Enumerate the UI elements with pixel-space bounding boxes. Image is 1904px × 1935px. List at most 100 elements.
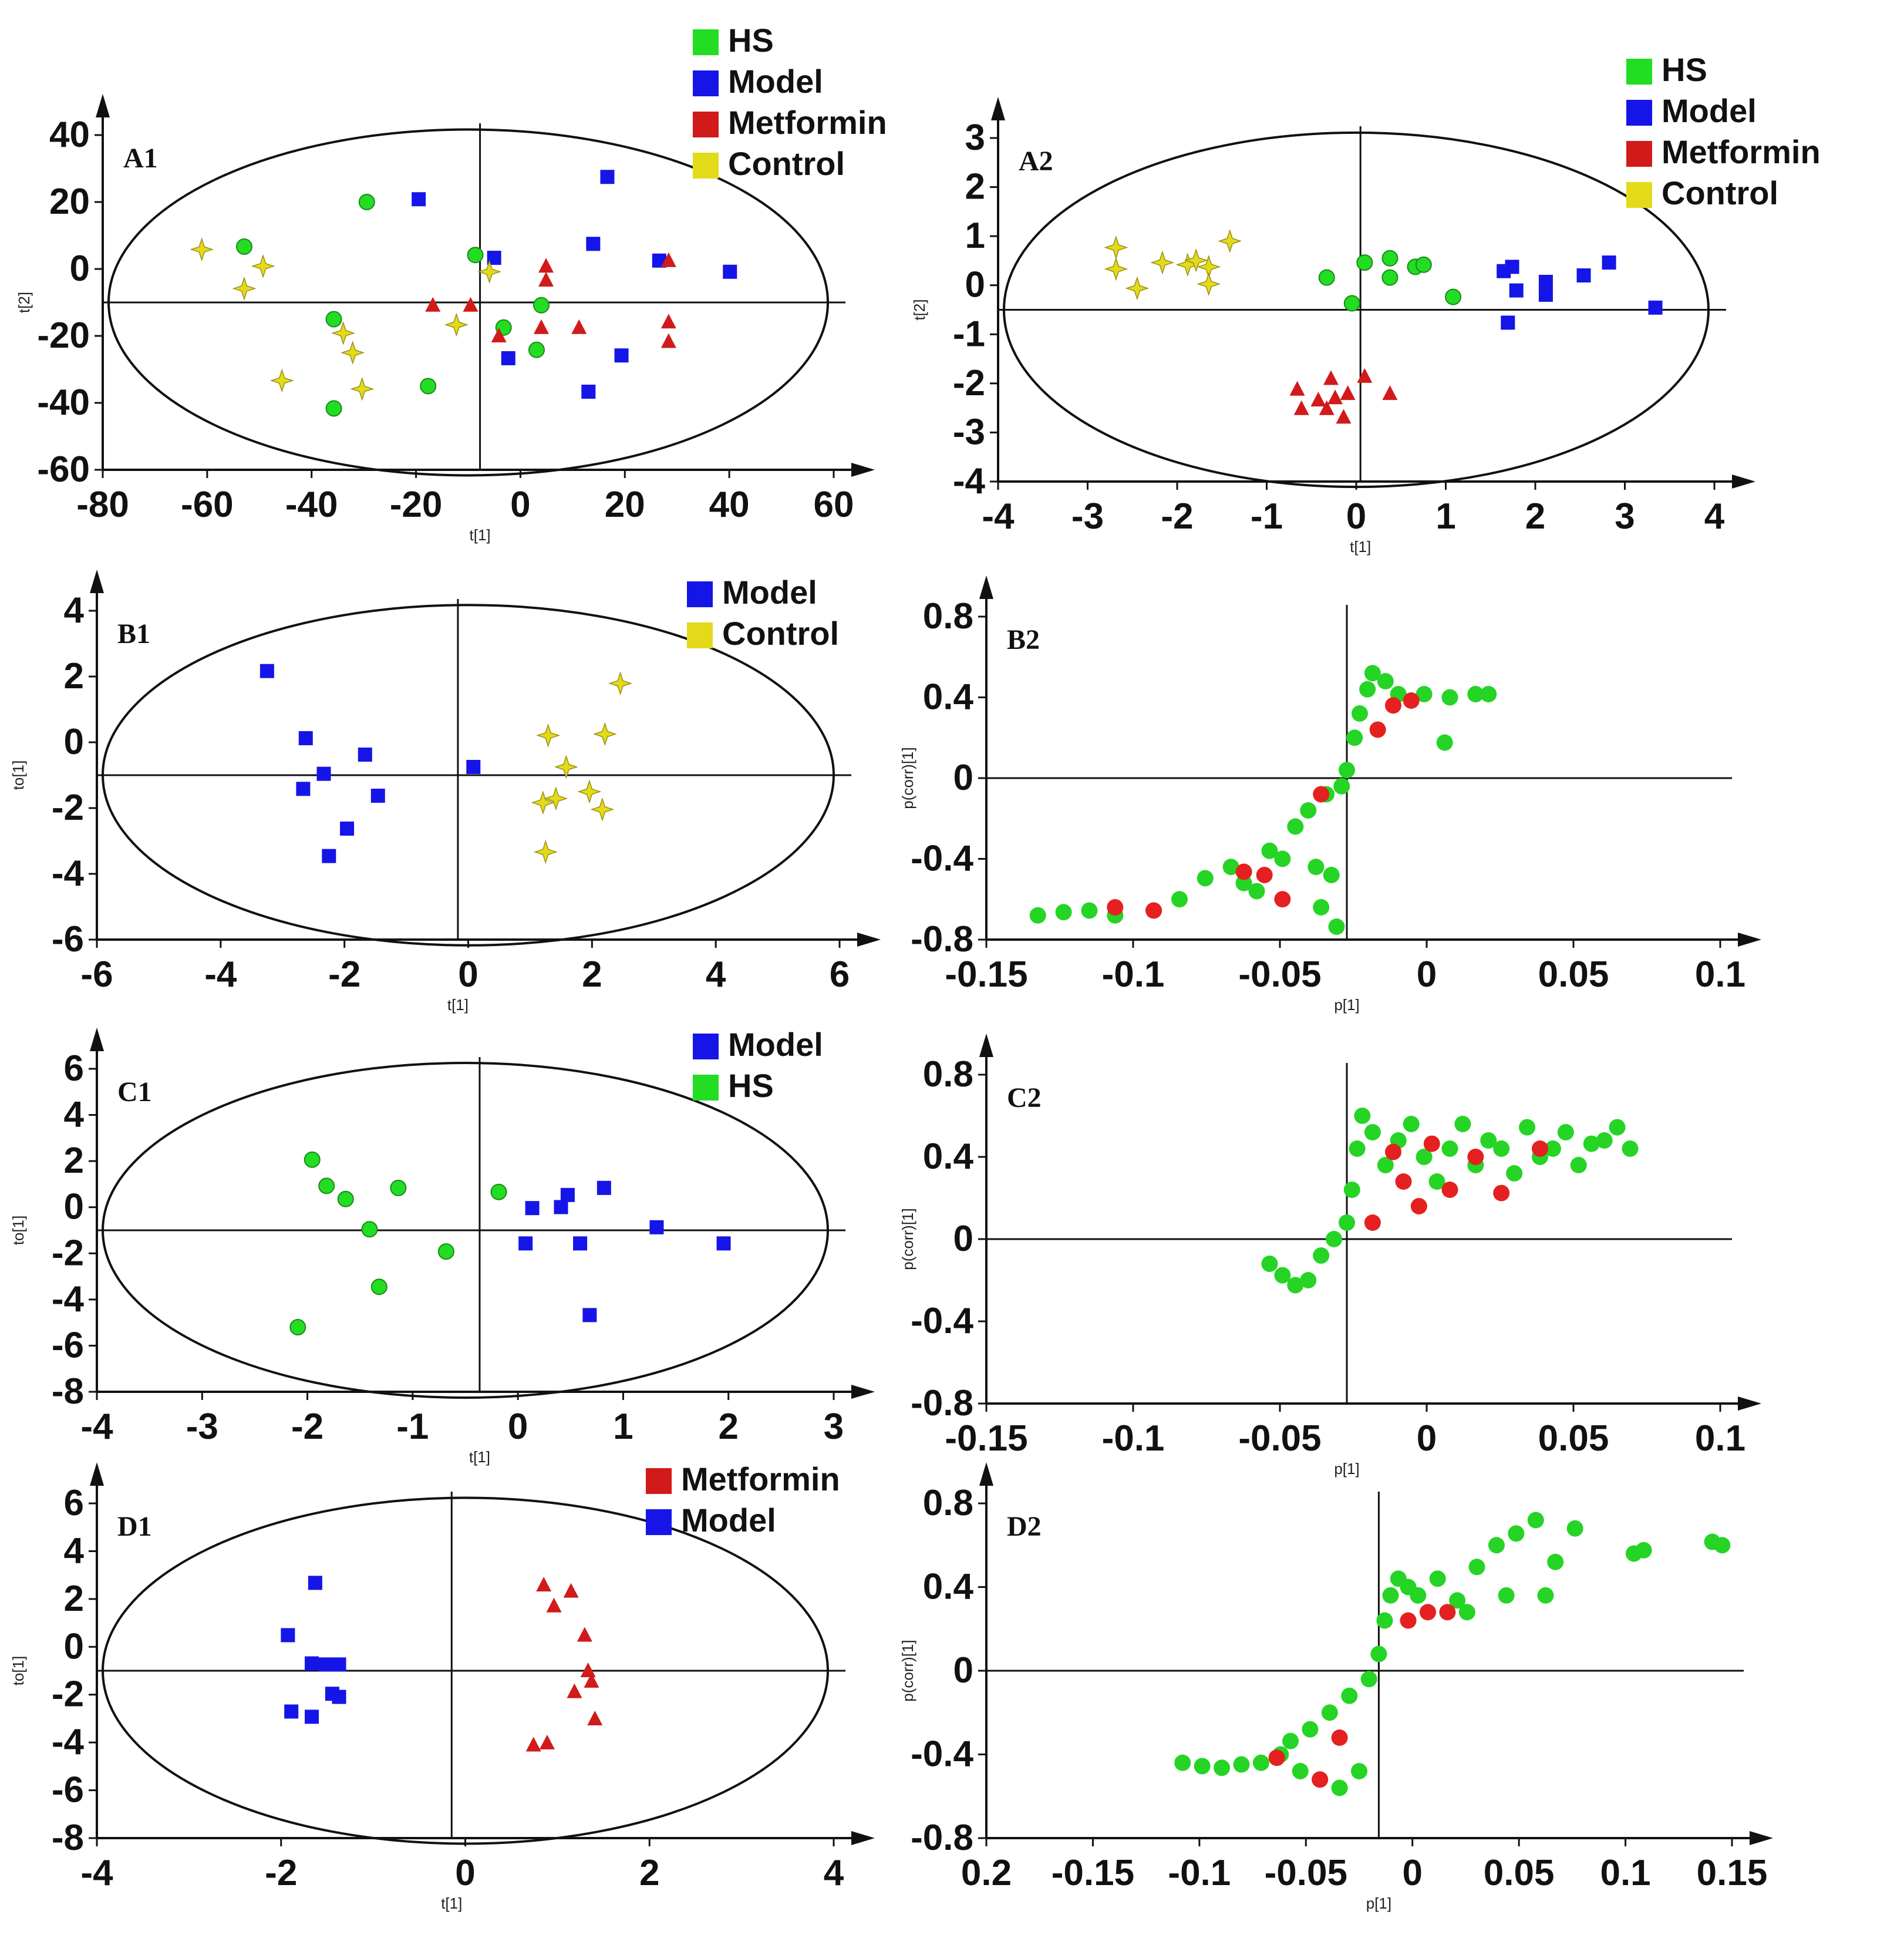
panel-c2: -0.15 -0.1 -0.05 0 0.05 0.1 0.8 0.4 0 -0.4 -0.8 p[1… — [899, 1034, 1761, 1478]
data-point-loading — [1498, 1587, 1515, 1604]
data-point-hs — [337, 1190, 354, 1207]
y-tick-label: -2 — [953, 363, 985, 403]
x-tick-label: 0.1 — [1695, 1418, 1745, 1459]
data-point-loading — [1341, 1687, 1358, 1704]
x-tick-label: -3 — [1071, 496, 1104, 537]
panel-label: D1 — [117, 1511, 152, 1542]
x-tick-label: 0 — [1417, 1418, 1437, 1459]
data-point-model — [308, 1576, 322, 1590]
legend-label-model: Model — [681, 1502, 776, 1539]
data-point-loadinghl — [1235, 863, 1252, 880]
x-tick-label: 20 — [605, 484, 645, 525]
data-point-loading — [1519, 1119, 1536, 1136]
data-point-hs — [1415, 256, 1432, 273]
legend-swatch-model — [1626, 100, 1652, 126]
data-point-metformin — [536, 1576, 552, 1591]
data-point-loading — [1261, 1256, 1278, 1272]
data-point-loadinghl — [1493, 1184, 1510, 1202]
data-point-metformin — [584, 1672, 599, 1688]
data-point-model — [340, 822, 355, 836]
y-axis-arrow — [90, 570, 104, 593]
y-tick-label: 4 — [64, 590, 85, 631]
data-point-model — [296, 782, 311, 796]
data-point-loading — [1382, 1587, 1399, 1604]
data-point-loading — [1194, 1758, 1211, 1775]
data-point-loading — [1557, 1124, 1574, 1140]
data-point-model — [586, 237, 601, 251]
data-point-metformin — [1289, 381, 1305, 396]
y-tick-label: 0.8 — [923, 1054, 973, 1095]
x-tick-label: -2 — [291, 1406, 323, 1447]
y-tick-label: -0.4 — [911, 1734, 973, 1775]
data-point-model — [332, 1657, 346, 1672]
data-point-model — [358, 748, 372, 762]
data-point-loading — [1235, 874, 1252, 891]
data-point-loading — [1351, 705, 1368, 722]
data-point-model — [318, 1657, 333, 1672]
y-tick-label: 0.4 — [923, 677, 974, 718]
data-point-hs — [467, 247, 484, 264]
y-axis-arrow — [90, 1462, 104, 1486]
x-axis-arrow — [851, 1831, 875, 1845]
data-point-model — [332, 1690, 346, 1704]
data-point-loading — [1714, 1537, 1731, 1554]
legend-label-metformin: Metformin — [728, 104, 887, 141]
data-point-metformin — [425, 297, 441, 312]
data-point-loadinghl — [1531, 1140, 1548, 1157]
data-point-control — [1150, 250, 1175, 275]
x-tick-label: -1 — [1251, 496, 1283, 537]
y-tick-label: 0 — [965, 265, 985, 305]
y-axis-arrow — [96, 94, 110, 117]
x-tick-label: -2 — [328, 954, 360, 995]
legend-swatch-hs — [693, 1075, 719, 1101]
data-point-loading — [1467, 686, 1484, 702]
data-point-control — [554, 755, 578, 779]
y-tick-label: -2 — [52, 1674, 84, 1715]
legend-label-control: Control — [1662, 174, 1778, 211]
x-axis-arrow — [851, 463, 875, 477]
data-point-loading — [1287, 1277, 1304, 1294]
data-point-loading — [1300, 1272, 1317, 1288]
data-point-metformin — [660, 252, 676, 267]
data-point-loading — [1364, 665, 1381, 682]
data-point-loadinghl — [1331, 1729, 1348, 1746]
legend-swatch-model — [693, 70, 719, 96]
y-tick-label: 0 — [64, 722, 84, 762]
legend-label-hs: HS — [728, 1067, 774, 1104]
data-point-metformin — [567, 1683, 582, 1698]
data-point-loading — [1313, 1247, 1330, 1264]
x-tick-label: 1 — [1435, 496, 1455, 537]
y-tick-label: 2 — [64, 1140, 84, 1181]
x-tick-label: -1 — [396, 1406, 429, 1447]
data-point-loading — [1282, 1732, 1299, 1749]
y-tick-label: -6 — [52, 1770, 84, 1811]
y-tick-label: 2 — [965, 167, 985, 207]
data-point-loadinghl — [1364, 1214, 1381, 1231]
data-point-control — [544, 786, 568, 811]
legend-label-model: Model — [722, 574, 817, 611]
x-tick-label: 0 — [1346, 496, 1366, 537]
y-tick-label: 0.8 — [923, 1483, 973, 1523]
legend-swatch-control — [1626, 182, 1652, 208]
data-point-model — [501, 351, 515, 365]
data-point-loading — [1349, 1140, 1366, 1157]
y-tick-label: 6 — [64, 1048, 84, 1089]
data-point-metformin — [1336, 409, 1352, 424]
data-point-loadinghl — [1400, 1612, 1417, 1629]
data-point-model — [716, 1236, 731, 1251]
data-point-model — [1501, 315, 1515, 330]
y-axis-arrow — [979, 1462, 993, 1486]
data-point-hs — [1343, 295, 1360, 312]
panel-label: A2 — [1019, 146, 1053, 177]
x-axis-arrow — [1738, 933, 1761, 947]
data-point-loading — [1292, 1763, 1309, 1779]
data-point-metformin — [580, 1663, 596, 1677]
data-point-loading — [1609, 1119, 1626, 1136]
data-point-model — [298, 731, 313, 745]
x-tick-label: 0.05 — [1538, 1418, 1609, 1459]
data-point-model — [581, 385, 596, 399]
y-tick-label: -8 — [52, 1371, 84, 1412]
y-axis-label: p(corr)[1] — [899, 747, 916, 809]
data-point-hs — [1381, 250, 1398, 267]
y-tick-label: -2 — [52, 788, 84, 828]
